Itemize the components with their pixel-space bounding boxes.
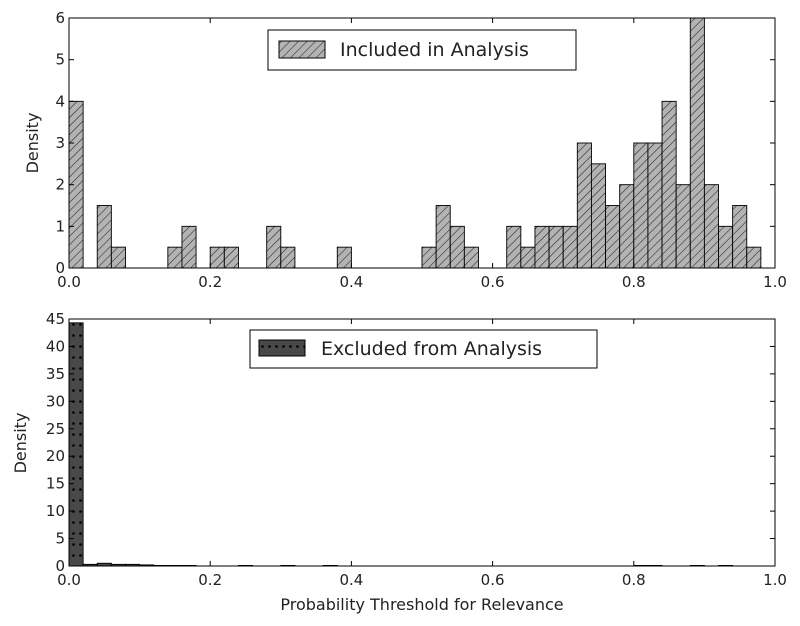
top-histogram-bar	[520, 246, 536, 269]
top-histogram-bar	[746, 246, 762, 269]
bottom-y-tick-label: 10	[46, 502, 65, 520]
top-histogram-bar	[562, 225, 578, 269]
top-histogram-bar	[732, 205, 748, 269]
top-axis-ticks: 0.0 0.2 0.4 0.6 0.8 1.0 0 1 2 3 4 5 6	[55, 9, 786, 291]
top-histogram-bar	[336, 246, 352, 269]
top-y-tick-label: 6	[55, 9, 65, 27]
top-histogram-bar	[223, 246, 239, 269]
top-histogram-bar	[647, 142, 663, 269]
top-histogram-bar	[167, 246, 183, 269]
bottom-x-tick-label: 0.8	[622, 571, 646, 589]
bottom-plot-frame	[68, 318, 776, 567]
top-histogram-bar	[718, 225, 734, 269]
top-histogram-bar	[96, 205, 112, 269]
bottom-y-tick-label: 30	[46, 392, 65, 410]
bottom-y-tick-label: 0	[55, 557, 65, 575]
top-histogram-bar	[675, 184, 691, 269]
top-histogram-bar	[463, 246, 479, 269]
top-histogram-bar	[435, 205, 451, 269]
bottom-y-tick-label: 5	[55, 530, 65, 548]
top-histogram-bar	[703, 184, 719, 269]
top-y-tick-label: 4	[55, 92, 65, 110]
top-histogram-bar	[506, 225, 522, 269]
bottom-legend-swatch	[258, 339, 306, 357]
bottom-y-tick-label: 25	[46, 420, 65, 438]
bottom-y-tick-label: 15	[46, 475, 65, 493]
top-histogram-bar	[181, 225, 197, 269]
top-y-tick-label: 0	[55, 259, 65, 277]
top-y-axis-label: Density	[23, 113, 42, 174]
top-y-tick-label: 5	[55, 51, 65, 69]
bottom-histogram-bar	[68, 322, 84, 567]
top-legend-swatch	[278, 40, 326, 59]
top-histogram-bar	[280, 246, 296, 269]
bottom-x-tick-label: 0.0	[57, 571, 81, 589]
top-x-tick-label: 0.0	[57, 273, 81, 291]
top-x-tick-label: 0.4	[339, 273, 363, 291]
top-x-tick-label: 1.0	[763, 273, 787, 291]
top-histogram-bar	[590, 163, 607, 269]
bottom-y-tick-label: 40	[46, 337, 65, 355]
top-y-tick-label: 3	[55, 134, 65, 152]
top-x-tick-label: 0.8	[622, 273, 646, 291]
bottom-axis-ticks: 0.0 0.2 0.4 0.6 0.8 1.0 0 5 10 15 20 25 30 35 40 45	[46, 310, 787, 589]
bottom-legend: Excluded from Analysis	[249, 329, 598, 369]
top-histogram-bar	[209, 246, 225, 269]
top-y-tick-label: 2	[55, 176, 65, 194]
top-x-tick-label: 0.6	[481, 273, 505, 291]
bottom-x-tick-label: 0.6	[481, 571, 505, 589]
top-histogram-bar	[110, 246, 126, 269]
top-histogram-bar	[266, 225, 282, 269]
top-histogram-bar	[449, 225, 465, 269]
top-legend: Included in Analysis	[267, 29, 577, 71]
top-histogram-bar	[689, 17, 705, 269]
top-y-tick-label: 1	[55, 217, 65, 235]
bottom-legend-box	[249, 329, 598, 369]
top-histogram-bar	[421, 246, 437, 269]
bottom-x-axis-label: Probability Threshold for Relevance	[280, 595, 563, 614]
top-histogram-panel: 0.0 0.2 0.4 0.6 0.8 1.0 0 1 2 3 4 5 6 Density Includ…	[23, 9, 787, 291]
top-histogram-bar	[633, 142, 649, 269]
top-legend-label: Included in Analysis	[340, 39, 529, 61]
top-histogram-bar	[619, 184, 635, 269]
bottom-histogram-panel: 0.0 0.2 0.4 0.6 0.8 1.0 0 5 10 15 20 25 30 35 40 45 Den…	[11, 310, 787, 614]
top-histogram-bar	[661, 100, 677, 269]
bottom-legend-label: Excluded from Analysis	[321, 338, 542, 360]
bottom-x-tick-label: 0.4	[339, 571, 363, 589]
bottom-x-tick-label: 0.2	[198, 571, 222, 589]
bottom-y-tick-label: 45	[46, 310, 65, 328]
bottom-y-tick-label: 20	[46, 447, 65, 465]
top-histogram-bar	[548, 225, 564, 269]
bottom-x-tick-label: 1.0	[763, 571, 787, 589]
top-histogram-bar	[534, 225, 550, 269]
top-histogram-bar	[576, 142, 592, 269]
bottom-y-axis-label: Density	[11, 413, 30, 474]
top-histogram-bar	[605, 205, 621, 269]
top-x-tick-label: 0.2	[198, 273, 222, 291]
bottom-y-tick-label: 35	[46, 365, 65, 383]
